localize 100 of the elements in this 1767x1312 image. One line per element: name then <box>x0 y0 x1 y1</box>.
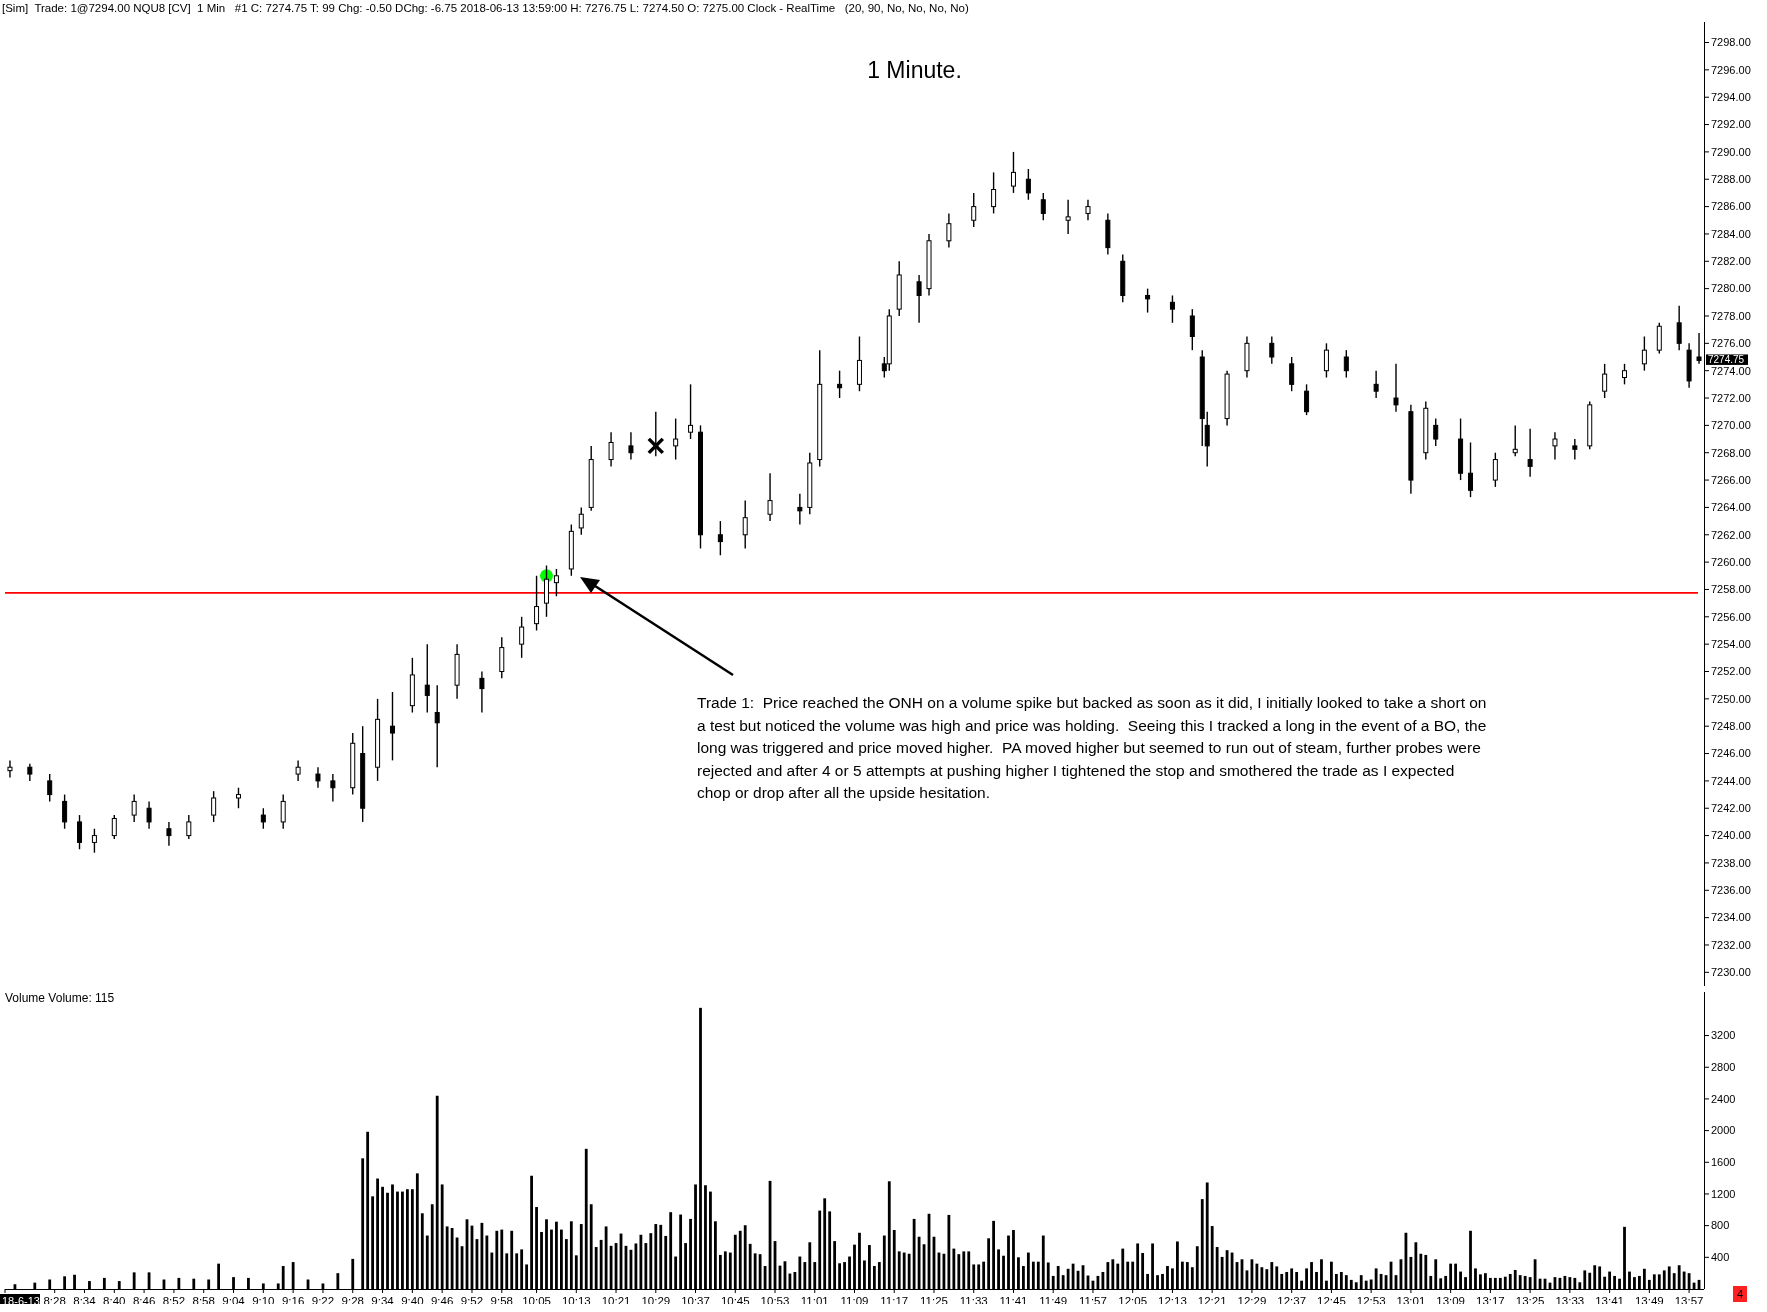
candlestick <box>1656 322 1662 355</box>
candlestick <box>628 431 634 461</box>
candlestick <box>77 814 83 850</box>
candlestick <box>1373 369 1379 399</box>
y-tick-label: 7258.00 <box>1711 583 1751 596</box>
candlestick <box>1602 363 1608 399</box>
candlestick <box>166 821 172 847</box>
candlestick <box>7 759 13 779</box>
candlestick <box>673 417 679 461</box>
y-tick-label: 1200 <box>1711 1187 1736 1200</box>
y-tick-label: 7270.00 <box>1711 419 1751 432</box>
candlestick <box>1269 335 1275 365</box>
y-tick-label: 7260.00 <box>1711 555 1751 568</box>
y-tick-label: 7268.00 <box>1711 446 1751 459</box>
candlestick <box>1343 349 1349 379</box>
candlestick <box>424 643 430 714</box>
y-tick-label: 7266.00 <box>1711 473 1751 486</box>
y-tick-label: 7240.00 <box>1711 829 1751 842</box>
candlestick <box>1622 363 1628 386</box>
candlestick <box>971 192 977 228</box>
text: 4 <box>1736 1287 1744 1300</box>
candlestick <box>1468 441 1474 498</box>
y-tick-label: 1600 <box>1711 1156 1736 1169</box>
candlestick <box>111 814 117 840</box>
text: [Sim] Trade: 1@7294.00 NQU8 [CV] 1 Min #1 C: 7274.75 T: 99 Chg: -0.50 DChg: -6.75 2018-06-13 13:59:00 H: 7276.75 L: 7274.50 O: 7275.00 Clock - RealTime (20, 90, No, No, No, No) <box>2 2 969 14</box>
y-tick-label: 7242.00 <box>1711 802 1751 815</box>
candlestick <box>260 807 266 830</box>
y-tick-label: 7296.00 <box>1711 63 1751 76</box>
y-tick-label: 7256.00 <box>1711 610 1751 623</box>
candlestick <box>1696 332 1702 365</box>
y-tick-label: 7252.00 <box>1711 665 1751 678</box>
y-tick-label: 7288.00 <box>1711 173 1751 186</box>
candlestick <box>578 506 584 536</box>
candlestick <box>837 369 843 399</box>
candlestick <box>434 684 440 768</box>
y-tick-label: 7234.00 <box>1711 911 1751 924</box>
candlestick <box>1323 342 1329 379</box>
candlestick <box>519 616 525 659</box>
y-tick-label: 7282.00 <box>1711 255 1751 268</box>
candlestick <box>767 472 773 522</box>
candlestick <box>315 766 321 789</box>
candlestick <box>280 793 286 830</box>
candlestick <box>1641 335 1647 372</box>
candlestick <box>1552 431 1558 461</box>
text: 1 Minute. <box>867 57 962 83</box>
candlestick <box>553 568 559 597</box>
y-tick-label: 400 <box>1711 1251 1730 1264</box>
y-tick-label: 7276.00 <box>1711 337 1751 350</box>
candlestick <box>186 814 192 840</box>
y-tick-label: 7236.00 <box>1711 884 1751 897</box>
candlestick <box>295 759 301 782</box>
candlestick <box>991 171 997 215</box>
candlestick <box>131 793 137 823</box>
candlestick <box>1572 438 1578 461</box>
candlestick <box>916 274 922 324</box>
y-tick-label: 7254.00 <box>1711 638 1751 651</box>
y-tick-label: 7290.00 <box>1711 145 1751 158</box>
candlestick <box>742 499 748 550</box>
y-tick-label: 800 <box>1711 1219 1730 1232</box>
candlestick <box>1085 199 1091 221</box>
candlestick <box>1169 294 1175 324</box>
candlestick <box>235 787 241 809</box>
y-tick-label: 7274.00 <box>1711 364 1751 377</box>
candlestick <box>1145 287 1151 314</box>
chart-title: Volume Volume: 115 <box>5 991 115 1005</box>
candlestick <box>608 431 614 468</box>
y-tick-label: 7284.00 <box>1711 227 1751 240</box>
y-tick-label: 7294.00 <box>1711 91 1751 104</box>
candlestick <box>1393 363 1399 413</box>
y-tick-label: 2800 <box>1711 1061 1736 1074</box>
candlestick <box>1433 417 1439 447</box>
candlestick <box>1304 383 1310 416</box>
candlestick <box>1492 452 1498 488</box>
candlestick <box>1676 305 1682 351</box>
y-tick-label: 7278.00 <box>1711 309 1751 322</box>
y-tick-label: 7272.00 <box>1711 391 1751 404</box>
y-tick-label: 7248.00 <box>1711 720 1751 733</box>
y-tick-label: 7232.00 <box>1711 938 1751 951</box>
y-tick-label: 7238.00 <box>1711 856 1751 869</box>
candlestick <box>211 790 217 823</box>
candlestick <box>1040 192 1046 221</box>
candlestick <box>146 800 152 830</box>
y-tick-label: 3200 <box>1711 1029 1736 1042</box>
candlestick <box>1512 424 1518 457</box>
candlestick <box>688 383 694 440</box>
candlestick <box>717 520 723 556</box>
y-tick-label: 7250.00 <box>1711 692 1751 705</box>
candlestick <box>1204 411 1210 468</box>
candlestick <box>797 493 803 526</box>
y-tick-label: 7286.00 <box>1711 200 1751 213</box>
y-tick-label: 7230.00 <box>1711 966 1751 979</box>
candlestick <box>856 335 862 392</box>
candlestick <box>330 773 336 803</box>
candlestick <box>91 828 97 854</box>
candlestick <box>946 212 952 249</box>
annotation: Trade 1: Price reached the ONH on a volume spike but backed as soon as it did, I initially looked to take a short on a test but noticed the volume was high and price was holding. Seeing this I tracked a long in the event of a BO, the long was triggered and price moved higher. PA moved higher but seemed to run out of steam, further probes were rejected and after 4 or 5 attempts at pushing higher I tightened the stop and smothered the trade as I expected chop or drop after all the upside hesitation. <box>697 694 1487 801</box>
candlestick <box>534 575 540 632</box>
candlestick <box>1527 428 1533 478</box>
y-tick-label: 7298.00 <box>1711 36 1751 49</box>
candlestick <box>389 691 395 762</box>
